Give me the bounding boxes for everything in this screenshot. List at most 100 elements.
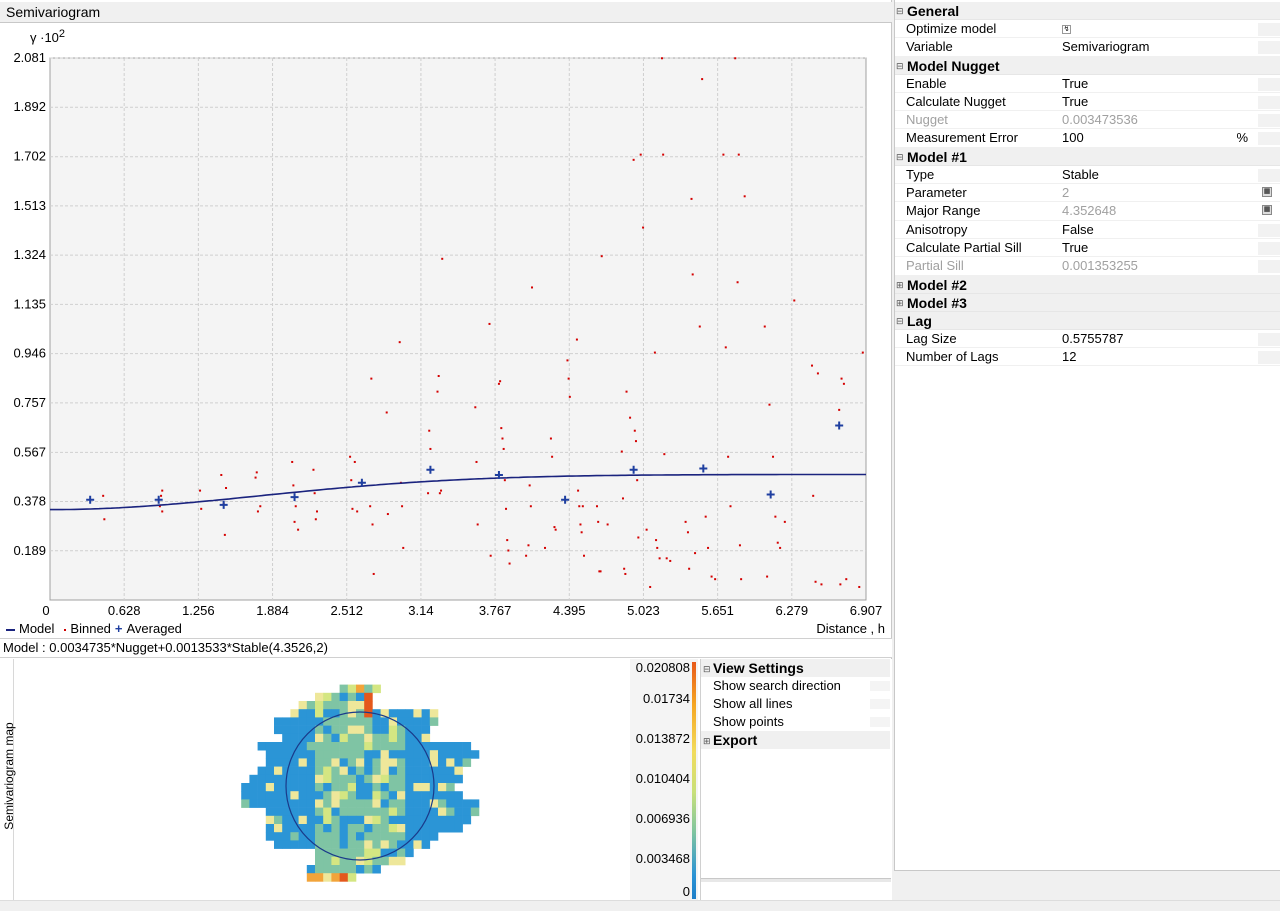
map-cell (339, 742, 349, 751)
prop-value[interactable]: False (1062, 221, 1094, 237)
map-cell (421, 774, 431, 784)
binned-point (727, 455, 730, 458)
map-cell (364, 824, 373, 833)
prop-value[interactable]: 0.5755787 (1062, 330, 1124, 346)
map-cell (339, 865, 349, 874)
prop-enable[interactable]: Enable True (895, 75, 1280, 93)
prop-side (1258, 350, 1280, 364)
view-settings-panel: ⊟ View Settings Show search direction Sho… (700, 659, 891, 900)
map-cell (405, 791, 414, 800)
prop-calculate-nugget[interactable]: Calculate Nugget True (895, 93, 1280, 112)
binned-point (581, 505, 584, 508)
prop-variable[interactable]: Variable Semivariogram (895, 38, 1280, 57)
category-general[interactable]: ⊟ General (895, 2, 1280, 20)
calculator-icon[interactable]: ▦ (1262, 187, 1272, 198)
binned-point (200, 507, 203, 510)
show-all-lines[interactable]: Show all lines (701, 695, 890, 713)
view-settings-header[interactable]: ⊟ View Settings (701, 659, 890, 677)
binned-point (598, 570, 601, 573)
averaged-point (699, 464, 708, 473)
expand-icon[interactable]: ⊞ (703, 736, 711, 746)
map-cell (397, 709, 406, 718)
map-cell (462, 758, 472, 767)
prop-optimize-model[interactable]: Optimize model ↯ (895, 20, 1280, 39)
semivariogram-chart[interactable]: γ ·102 0 0.628 1.256 1.884 2.512 3.14 3.767 4.3… (0, 23, 892, 621)
prop-major-range[interactable]: Major Range 4.352648 ▦ (895, 202, 1280, 221)
category-lag[interactable]: ⊟ Lag (895, 311, 1280, 330)
map-cell (380, 750, 390, 759)
prop-lag-size[interactable]: Lag Size 0.5755787 (895, 330, 1280, 348)
prop-type[interactable]: Type Stable (895, 166, 1280, 185)
binned-point (694, 552, 697, 555)
calculator-icon[interactable]: ▦ (1262, 205, 1272, 216)
map-cell (323, 840, 332, 849)
semivariogram-map[interactable] (14, 659, 630, 900)
map-cell (323, 717, 332, 726)
map-cell (421, 791, 431, 800)
binned-point (291, 460, 294, 463)
map-cell (405, 840, 414, 849)
prop-name: Type (906, 166, 935, 182)
map-cell (388, 799, 398, 808)
expand-icon[interactable]: ⊞ (896, 297, 904, 308)
map-cell (372, 742, 381, 751)
prop-number-of-lags[interactable]: Number of Lags 12 (895, 348, 1280, 367)
prop-value[interactable]: True (1062, 75, 1089, 91)
collapse-icon[interactable]: ⊟ (896, 315, 904, 326)
map-cell (265, 791, 275, 800)
prop-value[interactable]: 12 (1062, 348, 1077, 364)
map-cell (331, 799, 340, 808)
category-title: Model #3 (907, 294, 967, 311)
export-header[interactable]: ⊞ Export (701, 731, 890, 749)
prop-value[interactable]: 2 (1062, 185, 1070, 201)
map-cell (274, 815, 283, 825)
prop-parameter[interactable]: Parameter 2 ▦ (895, 184, 1280, 203)
x-tick-label: 5.651 (701, 603, 734, 618)
collapse-icon[interactable]: ⊟ (896, 60, 904, 71)
optimize-icon[interactable]: ↯ (1062, 25, 1071, 35)
prop-value[interactable]: Stable (1062, 166, 1099, 182)
panel-splitter[interactable] (701, 878, 891, 882)
map-cell (421, 824, 431, 833)
category-model-3[interactable]: ⊞ Model #3 (895, 293, 1280, 312)
map-cell (339, 832, 349, 841)
binned-point (351, 507, 354, 510)
prop-anisotropy[interactable]: Anisotropy False (895, 221, 1280, 239)
category-model-2[interactable]: ⊞ Model #2 (895, 275, 1280, 294)
prop-value[interactable]: 4.352648 (1062, 203, 1117, 219)
map-cell (306, 750, 316, 759)
x-axis-title: Distance , h (816, 621, 885, 636)
binned-point (776, 541, 779, 544)
prop-calculate-partial-sill[interactable]: Calculate Partial Sill True (895, 239, 1280, 258)
expand-icon[interactable]: ⊞ (896, 279, 904, 290)
map-cell (380, 725, 390, 735)
category-model-nugget[interactable]: ⊟ Model Nugget (895, 56, 1280, 75)
map-cell (462, 807, 472, 817)
map-cell (397, 766, 406, 776)
prop-value[interactable]: True (1062, 239, 1089, 255)
binned-point (840, 377, 843, 380)
map-cell (446, 791, 455, 800)
prop-value[interactable]: 100 (1062, 130, 1084, 146)
collapse-icon[interactable]: ⊟ (896, 6, 904, 16)
map-cell (372, 848, 381, 858)
binned-point (554, 528, 557, 531)
map-cell (380, 766, 390, 776)
collapse-icon[interactable]: ⊟ (896, 151, 904, 162)
binned-point (549, 437, 552, 440)
show-search-direction[interactable]: Show search direction (701, 677, 890, 695)
map-cell (438, 758, 447, 767)
show-points[interactable]: Show points (701, 713, 890, 731)
prop-value[interactable]: Semivariogram (1062, 39, 1150, 55)
binned-point (655, 539, 658, 542)
prop-value[interactable]: ↯ (1059, 20, 1280, 37)
prop-measurement-error[interactable]: Measurement Error 100% (895, 129, 1280, 148)
prop-value[interactable]: True (1062, 93, 1089, 109)
map-cell (356, 856, 365, 866)
category-model-1[interactable]: ⊟ Model #1 (895, 147, 1280, 166)
binned-point (158, 505, 161, 508)
binned-point (686, 531, 689, 534)
collapse-icon[interactable]: ⊟ (703, 664, 711, 674)
map-cell (438, 766, 447, 776)
map-cell (413, 840, 422, 849)
